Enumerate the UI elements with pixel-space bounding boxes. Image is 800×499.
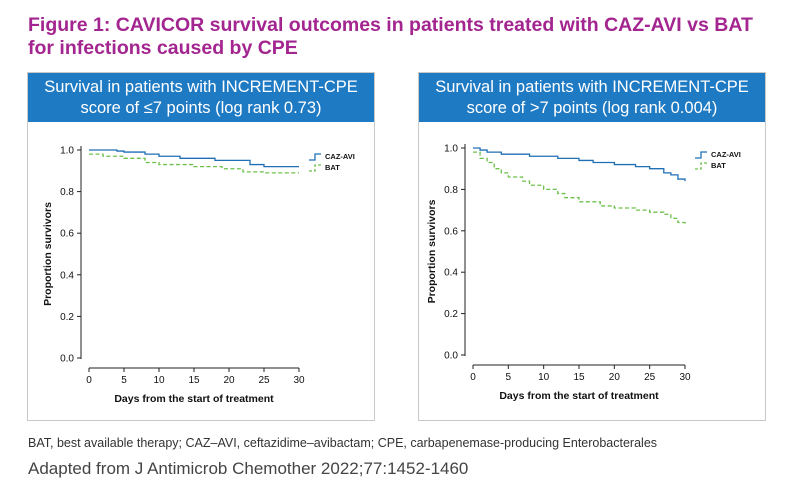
chart-header-line-2: score of >7 points (log rank 0.004) — [466, 99, 718, 117]
x-tick-label: 15 — [188, 375, 200, 386]
footnote: BAT, best available therapy; CAZ–AVI, ce… — [28, 436, 658, 450]
x-tick-label: 25 — [644, 372, 656, 383]
chart-header-line-2: score of ≤7 points (log rank 0.73) — [80, 99, 322, 117]
y-tick-label: 0.2 — [444, 309, 458, 320]
y-tick-label: 0.4 — [444, 268, 458, 279]
y-tick-label: 0.8 — [60, 187, 74, 198]
survival-chart: 0.0 0.2 0.4 0.6 0.8 1.0 0 5 10 15 20 25 30 Days from … — [426, 144, 741, 403]
x-axis-label: Days from the start of treatment — [114, 393, 274, 405]
y-axis-label: Proportion survivors — [42, 202, 54, 306]
series-line-bat — [89, 153, 299, 174]
legend-swatch — [695, 151, 707, 159]
x-tick-label: 5 — [506, 372, 512, 383]
y-axis-label: Proportion survivors — [426, 199, 438, 303]
x-tick-label: 30 — [679, 372, 691, 383]
legend-label: CAZ-AVI — [325, 152, 355, 161]
y-tick-label: 0.8 — [444, 185, 458, 196]
figure-title-line-2: for infections caused by CPE — [28, 37, 298, 59]
x-tick-label: 0 — [470, 372, 476, 383]
x-tick-label: 10 — [153, 375, 165, 386]
y-tick-label: 0.0 — [444, 351, 458, 362]
legend-label: BAT — [325, 163, 340, 172]
x-tick-label: 10 — [538, 372, 550, 383]
x-tick-label: 5 — [121, 375, 127, 386]
chart-header-line-1: Survival in patients with INCREMENT-CPE — [435, 78, 749, 96]
legend-label: BAT — [711, 161, 726, 170]
y-tick-label: 0.6 — [60, 229, 74, 240]
y-tick-label: 0.2 — [60, 312, 74, 323]
series-line-caz-avi — [89, 149, 299, 168]
figure-title: Figure 1: CAVICOR survival outcomes in p… — [28, 14, 788, 60]
x-tick-label: 20 — [609, 372, 621, 383]
chart-header: Survival in patients with INCREMENT-CPE … — [419, 73, 765, 122]
y-tick-label: 1.0 — [444, 144, 458, 155]
legend-label: CAZ-AVI — [711, 150, 741, 159]
series-line-bat — [473, 151, 686, 225]
x-tick-label: 30 — [293, 375, 305, 386]
source-citation: Adapted from J Antimicrob Chemother 2022… — [28, 459, 469, 478]
legend-swatch — [309, 153, 321, 161]
x-tick-label: 20 — [223, 375, 235, 386]
chart-header-line-1: Survival in patients with INCREMENT-CPE — [44, 78, 358, 96]
y-tick-label: 1.0 — [60, 146, 74, 157]
chart-header: Survival in patients with INCREMENT-CPE … — [28, 73, 374, 122]
survival-chart: 0.0 0.2 0.4 0.6 0.8 1.0 0 5 10 15 20 25 30 Days from … — [42, 146, 355, 406]
series-line-caz-avi — [473, 147, 686, 182]
x-tick-label: 0 — [86, 375, 92, 386]
x-tick-label: 15 — [573, 372, 585, 383]
legend-swatch — [309, 164, 321, 172]
chart-panel-left: Survival in patients with INCREMENT-CPE … — [27, 72, 375, 421]
y-tick-label: 0.0 — [60, 354, 74, 365]
legend-swatch — [695, 162, 707, 170]
y-tick-label: 0.6 — [444, 226, 458, 237]
figure-title-line-1: Figure 1: CAVICOR survival outcomes in p… — [28, 14, 753, 36]
y-tick-label: 0.4 — [60, 270, 74, 281]
x-tick-label: 25 — [258, 375, 270, 386]
x-axis-label: Days from the start of treatment — [499, 390, 659, 402]
chart-panel-right: Survival in patients with INCREMENT-CPE … — [418, 72, 766, 421]
